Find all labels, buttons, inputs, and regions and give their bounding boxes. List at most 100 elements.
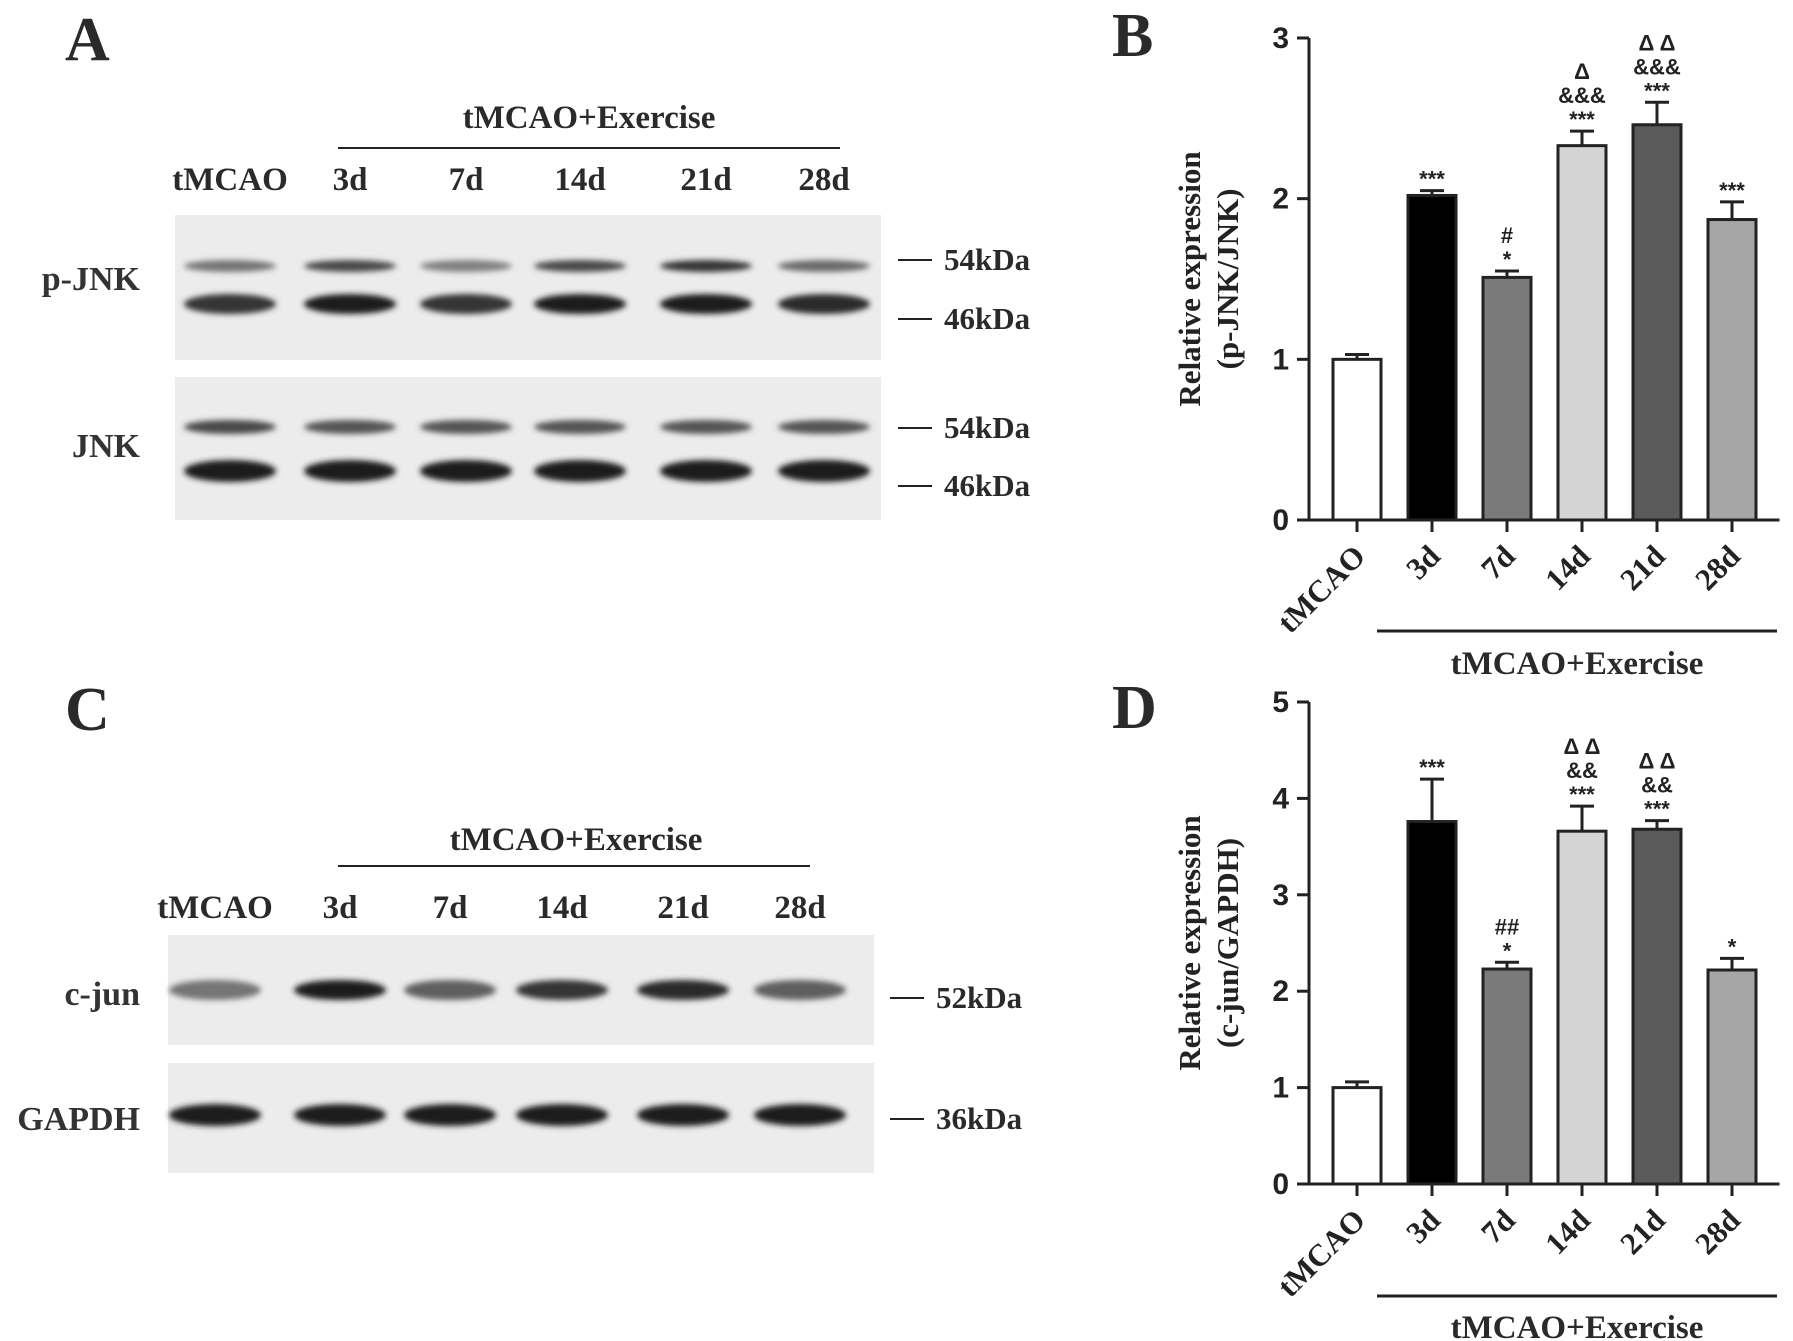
group-label: tMCAO+Exercise: [1451, 646, 1704, 682]
band: [169, 980, 261, 1000]
bar: [1481, 275, 1533, 522]
band: [304, 460, 396, 482]
band: [184, 460, 276, 482]
y-tick-label: 3: [1272, 22, 1289, 55]
band: [778, 460, 870, 482]
significance-mark: #: [1501, 223, 1513, 248]
y-tick-label: 2: [1272, 975, 1289, 1008]
band: [660, 420, 752, 434]
x-tick-label: 7d: [1474, 538, 1522, 586]
band: [534, 294, 626, 314]
blot-c-jun: [168, 935, 874, 1045]
group-label: tMCAO+Exercise: [1451, 1310, 1704, 1341]
band: [754, 1104, 846, 1126]
band: [184, 294, 276, 314]
x-tick-label: 21d: [1613, 1202, 1672, 1261]
panel-label-a: A: [65, 6, 110, 74]
x-tick-label: tMCAO: [1270, 1202, 1371, 1303]
bar: [1631, 827, 1683, 1186]
band: [534, 460, 626, 482]
panel-label-c: C: [65, 676, 110, 744]
significance-mark: *: [1728, 934, 1737, 959]
band: [637, 1104, 729, 1126]
x-tick-label: 3d: [1399, 538, 1447, 586]
marker-label: 46kDa: [944, 301, 1031, 336]
marker-label: 52kDa: [936, 980, 1023, 1015]
x-tick-label: 28d: [1688, 1202, 1747, 1261]
band: [637, 980, 729, 1000]
chart-b: 0 1 2 3 Relative expression (p-JNK/JNK) tMCAO 3…: [1172, 22, 1780, 682]
y-tick-label: 1: [1272, 343, 1289, 376]
x-tick-label: 3d: [1399, 1202, 1447, 1250]
bar: [1706, 968, 1758, 1186]
y-tick-label: 4: [1272, 782, 1289, 815]
significance-mark: &&&: [1633, 54, 1681, 79]
lane-label: 7d: [449, 162, 484, 198]
lane-labels-a: tMCAO 3d 7d 14d 21d 28d: [172, 162, 849, 198]
lane-label: 28d: [798, 162, 849, 198]
lane-label: 14d: [536, 890, 587, 926]
marker-label: 54kDa: [944, 410, 1031, 445]
significance-mark: *: [1503, 938, 1512, 963]
lane-label: 28d: [774, 890, 825, 926]
band: [754, 980, 846, 1000]
lane-label: 21d: [657, 890, 708, 926]
marker-label: 36kDa: [936, 1101, 1023, 1136]
blot-gapdh: [168, 1063, 874, 1173]
bar: [1556, 829, 1608, 1186]
blot-label-gapdh: GAPDH: [17, 1101, 140, 1138]
significance-mark: &&&: [1558, 83, 1606, 108]
band: [404, 980, 496, 1000]
blot-label-pjnk: p-JNK: [42, 261, 141, 298]
marker-label: 46kDa: [944, 468, 1031, 503]
lane-label: tMCAO: [157, 890, 272, 926]
x-tick-label: 14d: [1538, 1202, 1597, 1261]
significance-mark: ***: [1419, 755, 1445, 780]
band: [778, 294, 870, 314]
y-tick-label: 2: [1272, 183, 1289, 216]
significance-mark: ***: [1644, 797, 1670, 822]
band: [304, 260, 396, 272]
blot-label-jnk: JNK: [72, 428, 141, 465]
band: [778, 420, 870, 434]
blot-p-jnk: [175, 215, 881, 360]
significance-mark: &&: [1641, 773, 1673, 798]
y-axis-label: (c-jun/GAPDH): [1210, 838, 1245, 1048]
panel-label-b: B: [1112, 2, 1153, 70]
blot-membrane: [175, 215, 881, 360]
x-tick-label: tMCAO: [1270, 538, 1371, 639]
panel-d: D 0 1 2 3 4 5 Relative expression (c-jun/GAPDH)…: [1112, 674, 1780, 1341]
significance-mark: ***: [1569, 782, 1595, 807]
band: [294, 1104, 386, 1126]
bar: [1406, 193, 1458, 522]
panel-label-d: D: [1112, 674, 1157, 742]
band: [660, 294, 752, 314]
blot-membrane: [175, 377, 881, 520]
y-tick-label: 1: [1272, 1072, 1289, 1105]
chart-d: 0 1 2 3 4 5 Relative expression (c-jun/GAPDH) tM…: [1172, 686, 1780, 1341]
band: [404, 1104, 496, 1126]
band: [534, 260, 626, 272]
group-label-c: tMCAO+Exercise: [450, 822, 703, 858]
significance-mark: ***: [1719, 178, 1745, 203]
blots-c: c-jun 52kDa GAPDH 36kDa: [17, 935, 1023, 1173]
bar: [1481, 967, 1533, 1186]
lane-label: 7d: [433, 890, 468, 926]
lane-label: 3d: [323, 890, 358, 926]
panel-b: B 0 1 2 3 Relative expression (p-JNK/JNK) tMCA…: [1112, 2, 1780, 682]
band: [420, 420, 512, 434]
lane-label: 3d: [333, 162, 368, 198]
x-tick-label: 21d: [1613, 538, 1672, 597]
bar: [1406, 820, 1458, 1186]
x-tick-label: 7d: [1474, 1202, 1522, 1250]
band: [534, 420, 626, 434]
lane-label: 14d: [554, 162, 605, 198]
band: [169, 1104, 261, 1126]
y-tick-label: 3: [1272, 879, 1289, 912]
band: [778, 260, 870, 272]
band: [184, 420, 276, 434]
y-axis-label: (p-JNK/JNK): [1210, 189, 1245, 370]
y-axis-label: Relative expression: [1172, 151, 1207, 406]
band: [304, 420, 396, 434]
y-tick-label: 5: [1272, 686, 1289, 719]
